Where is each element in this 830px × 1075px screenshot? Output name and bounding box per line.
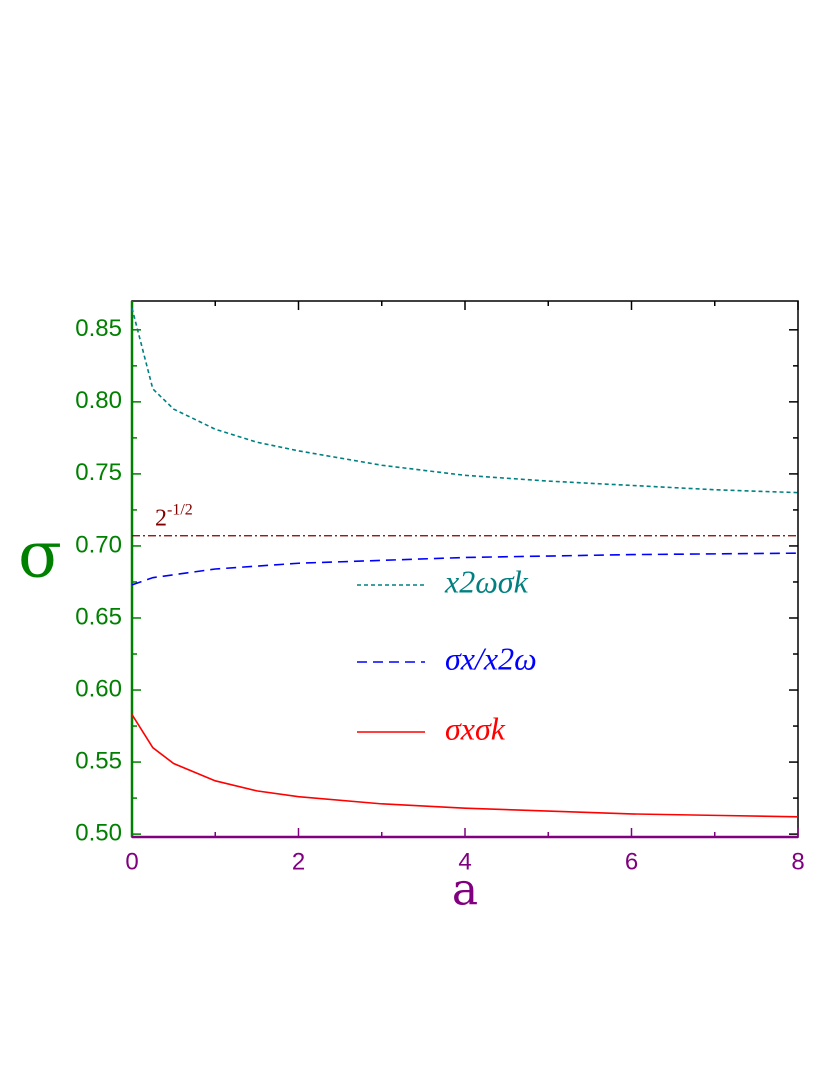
series-line bbox=[131, 714, 799, 818]
x-tick-label: 2 bbox=[292, 848, 305, 875]
legend-label: σxσk bbox=[445, 710, 506, 746]
x-tick-label: 8 bbox=[791, 848, 804, 875]
y-tick-label: 0.80 bbox=[75, 387, 122, 414]
y-tick-label: 0.55 bbox=[75, 747, 122, 774]
legend-label: x2ωσk bbox=[444, 563, 529, 599]
y-tick-label: 0.75 bbox=[75, 459, 122, 486]
reference-exponent: -1/2 bbox=[167, 501, 193, 518]
y-tick-label: 0.70 bbox=[75, 531, 122, 558]
y-tick-label: 0.85 bbox=[75, 315, 122, 342]
y-tick-label: 0.50 bbox=[75, 819, 122, 846]
reference-base: 2 bbox=[155, 505, 167, 531]
legend-label: σx/x2ω bbox=[445, 640, 537, 676]
y-axis-label: σ bbox=[18, 519, 62, 593]
x-axis-label: a bbox=[452, 865, 478, 916]
x-tick-label: 4 bbox=[458, 848, 471, 875]
y-tick-label: 0.65 bbox=[75, 603, 122, 630]
x-tick-label: 6 bbox=[625, 848, 638, 875]
y-tick-label: 0.60 bbox=[75, 675, 122, 702]
series-line bbox=[131, 308, 799, 494]
series-line bbox=[131, 552, 799, 586]
reference-label: 2-1/2 bbox=[155, 501, 193, 531]
x-tick-label: 0 bbox=[125, 848, 138, 875]
